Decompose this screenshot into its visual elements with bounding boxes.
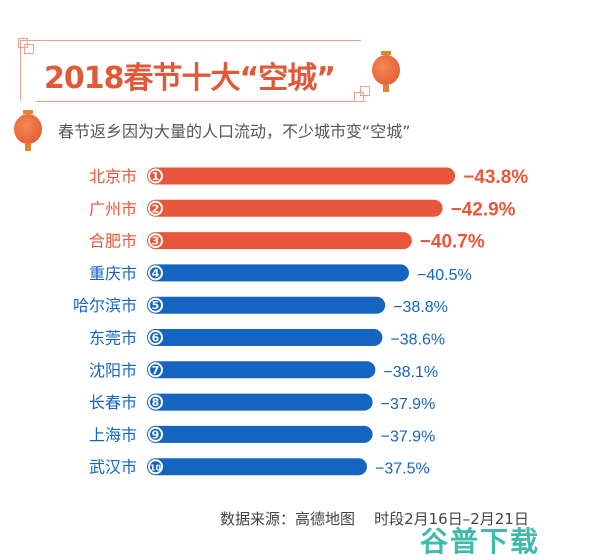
lantern-icon — [372, 51, 400, 92]
value-label: −37.9% — [381, 428, 436, 445]
rank-label: 5 — [152, 299, 160, 312]
rank-badge-inner — [150, 396, 161, 408]
frame-knot-decoration — [360, 86, 370, 96]
rank-badge-inner — [150, 235, 161, 247]
rank-label: 2 — [152, 202, 160, 215]
rank-label: 7 — [152, 364, 160, 377]
bar — [147, 264, 409, 282]
category-label: 合肥市 — [89, 232, 137, 251]
bar — [147, 458, 367, 476]
title-frame-line — [36, 101, 366, 102]
rank-badge-inner — [150, 364, 161, 376]
category-label: 上海市 — [89, 425, 137, 444]
value-label: −37.9% — [381, 396, 436, 413]
value-label: −43.8% — [463, 167, 528, 188]
rank-label: 9 — [152, 428, 160, 441]
rank-badge-inner — [150, 299, 161, 311]
frame-knot-decoration — [18, 38, 28, 48]
chart-title: 2018春节十大“空城” — [44, 61, 336, 96]
rank-label: 1 — [152, 170, 160, 183]
period-text: 时段2月16日–2月21日 — [374, 510, 529, 528]
title-frame — [20, 40, 361, 101]
category-label: 重庆市 — [89, 264, 137, 283]
bar — [147, 199, 443, 217]
value-label: −40.7% — [420, 232, 485, 253]
category-label: 北京市 — [89, 167, 137, 186]
category-label: 长春市 — [89, 393, 137, 412]
value-label: −42.9% — [451, 199, 516, 220]
bar — [147, 232, 412, 250]
category-label: 广州市 — [89, 199, 137, 218]
bar — [147, 425, 373, 443]
value-label: −38.6% — [390, 332, 445, 349]
lantern-icon — [14, 110, 42, 151]
frame-knot-decoration — [354, 92, 364, 102]
category-label: 哈尔滨市 — [73, 296, 137, 315]
value-label: −38.1% — [383, 364, 438, 381]
source-text: 数据来源：高德地图 — [220, 510, 356, 528]
category-label: 武汉市 — [89, 458, 137, 477]
value-label: −38.8% — [393, 299, 448, 316]
chart-subtitle: 春节返乡因为大量的人口流动，不少城市变“空城” — [58, 122, 411, 141]
value-label: −40.5% — [417, 267, 472, 284]
rank-badge-inner — [150, 202, 161, 214]
category-label: 东莞市 — [89, 329, 137, 348]
bar — [147, 393, 373, 411]
rank-label: 10 — [150, 464, 162, 473]
bar — [147, 167, 456, 185]
rank-label: 8 — [152, 396, 160, 409]
bar — [147, 296, 386, 314]
rank-badge-inner — [150, 267, 161, 279]
rank-badge-inner — [150, 428, 161, 440]
value-label: −37.5% — [375, 461, 430, 478]
bar — [147, 361, 376, 379]
rank-label: 4 — [152, 267, 160, 280]
bar — [147, 329, 383, 346]
rank-label: 6 — [152, 332, 160, 345]
source-note: 数据来源：高德地图 时段2月16日–2月21日 — [220, 508, 529, 529]
rank-badge-inner — [150, 170, 161, 182]
category-label: 沈阳市 — [89, 361, 137, 380]
watermark: 谷普下载 — [420, 525, 541, 558]
frame-knot-decoration — [24, 44, 34, 54]
rank-badge-inner — [150, 332, 161, 343]
rank-badge-inner — [150, 461, 161, 473]
rank-label: 3 — [152, 235, 160, 248]
